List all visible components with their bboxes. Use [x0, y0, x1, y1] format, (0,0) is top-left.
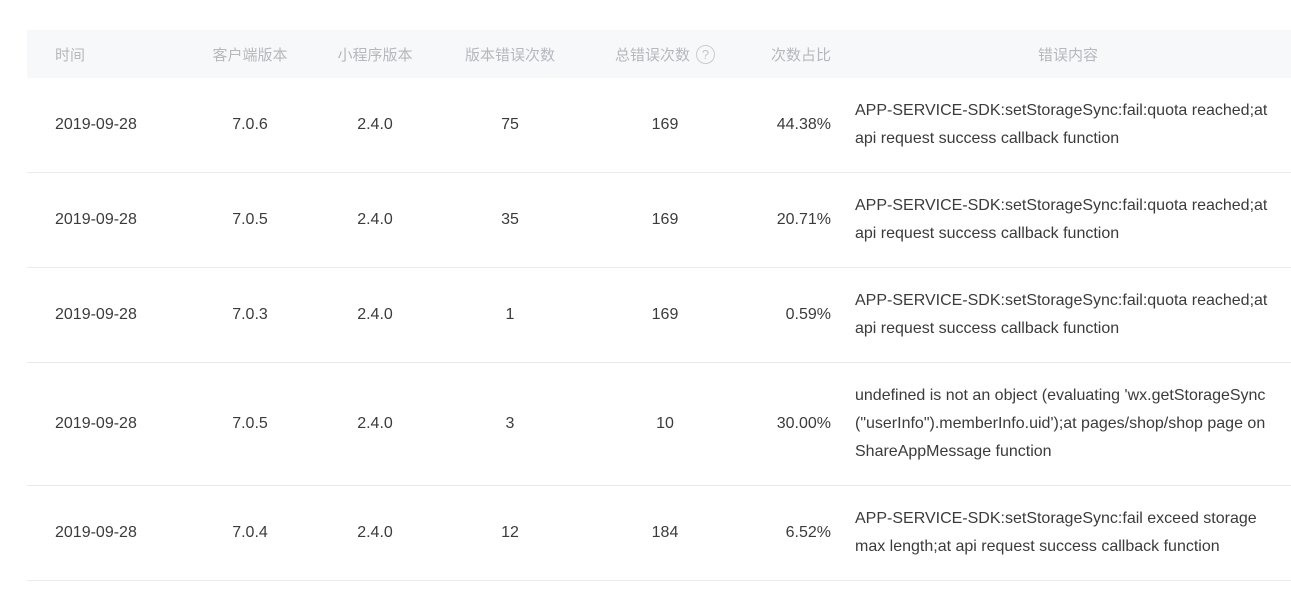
cell-ratio: 30.00%	[776, 415, 831, 432]
help-question-icon[interactable]: ?	[696, 44, 715, 64]
cell-time: 2019-09-28	[55, 211, 137, 228]
table-row: 2019-09-28 7.0.6 2.4.0 75 169 44.38% APP…	[27, 78, 1291, 173]
table-row: 2019-09-28 7.0.5 2.4.0 3 10 30.00% undef…	[27, 363, 1291, 486]
header-ratio: 次数占比	[770, 46, 831, 64]
table-row: 2019-09-28 7.0.4 2.4.0 12 184 6.52% APP-…	[27, 486, 1291, 581]
cell-total-errors: 184	[651, 524, 679, 541]
table-body: 2019-09-28 7.0.6 2.4.0 75 169 44.38% APP…	[27, 78, 1291, 581]
cell-total-errors: 169	[651, 306, 679, 323]
cell-client-version: 7.0.4	[232, 524, 268, 541]
cell-total-errors: 169	[651, 211, 679, 228]
header-client-version: 客户端版本	[212, 46, 288, 64]
cell-ratio: 44.38%	[776, 116, 831, 133]
cell-error-content: APP-SERVICE-SDK:setStorageSync:fail:quot…	[855, 292, 1268, 337]
error-report-table: 时间 客户端版本 小程序版本 版本错误次数 总错误次数 ? 次数占比 错误内容 …	[27, 30, 1291, 581]
cell-total-errors: 10	[656, 415, 674, 432]
cell-time: 2019-09-28	[55, 524, 137, 541]
cell-version-errors: 35	[501, 211, 519, 228]
table-header-row: 时间 客户端版本 小程序版本 版本错误次数 总错误次数 ? 次数占比 错误内容	[27, 30, 1291, 78]
cell-total-errors: 169	[651, 116, 679, 133]
header-total-errors-label: 总错误次数	[614, 46, 690, 64]
header-mini-version: 小程序版本	[337, 46, 413, 64]
cell-client-version: 7.0.5	[232, 415, 268, 432]
cell-time: 2019-09-28	[55, 116, 137, 133]
table-row: 2019-09-28 7.0.3 2.4.0 1 169 0.59% APP-S…	[27, 268, 1291, 363]
cell-ratio: 0.59%	[785, 306, 831, 323]
cell-ratio: 6.52%	[785, 524, 831, 541]
cell-mini-version: 2.4.0	[357, 415, 393, 432]
cell-version-errors: 75	[501, 116, 519, 133]
cell-mini-version: 2.4.0	[357, 211, 393, 228]
cell-mini-version: 2.4.0	[357, 116, 393, 133]
header-error-content: 错误内容	[1037, 46, 1098, 64]
cell-mini-version: 2.4.0	[357, 306, 393, 323]
cell-client-version: 7.0.5	[232, 211, 268, 228]
cell-error-content: APP-SERVICE-SDK:setStorageSync:fail:quot…	[855, 102, 1268, 147]
cell-error-content: APP-SERVICE-SDK:setStorageSync:fail exce…	[855, 510, 1257, 555]
cell-error-content: undefined is not an object (evaluating '…	[855, 387, 1266, 460]
table-row: 2019-09-28 7.0.5 2.4.0 35 169 20.71% APP…	[27, 173, 1291, 268]
header-total-errors: 总错误次数 ?	[590, 44, 740, 65]
cell-mini-version: 2.4.0	[357, 524, 393, 541]
cell-client-version: 7.0.6	[232, 116, 268, 133]
cell-time: 2019-09-28	[55, 415, 137, 432]
cell-error-content: APP-SERVICE-SDK:setStorageSync:fail:quot…	[855, 197, 1268, 242]
cell-client-version: 7.0.3	[232, 306, 268, 323]
cell-version-errors: 1	[505, 306, 515, 323]
header-version-errors: 版本错误次数	[464, 46, 555, 64]
cell-ratio: 20.71%	[776, 211, 831, 228]
header-time: 时间	[55, 46, 86, 64]
cell-version-errors: 12	[501, 524, 519, 541]
cell-version-errors: 3	[505, 415, 515, 432]
cell-time: 2019-09-28	[55, 306, 137, 323]
